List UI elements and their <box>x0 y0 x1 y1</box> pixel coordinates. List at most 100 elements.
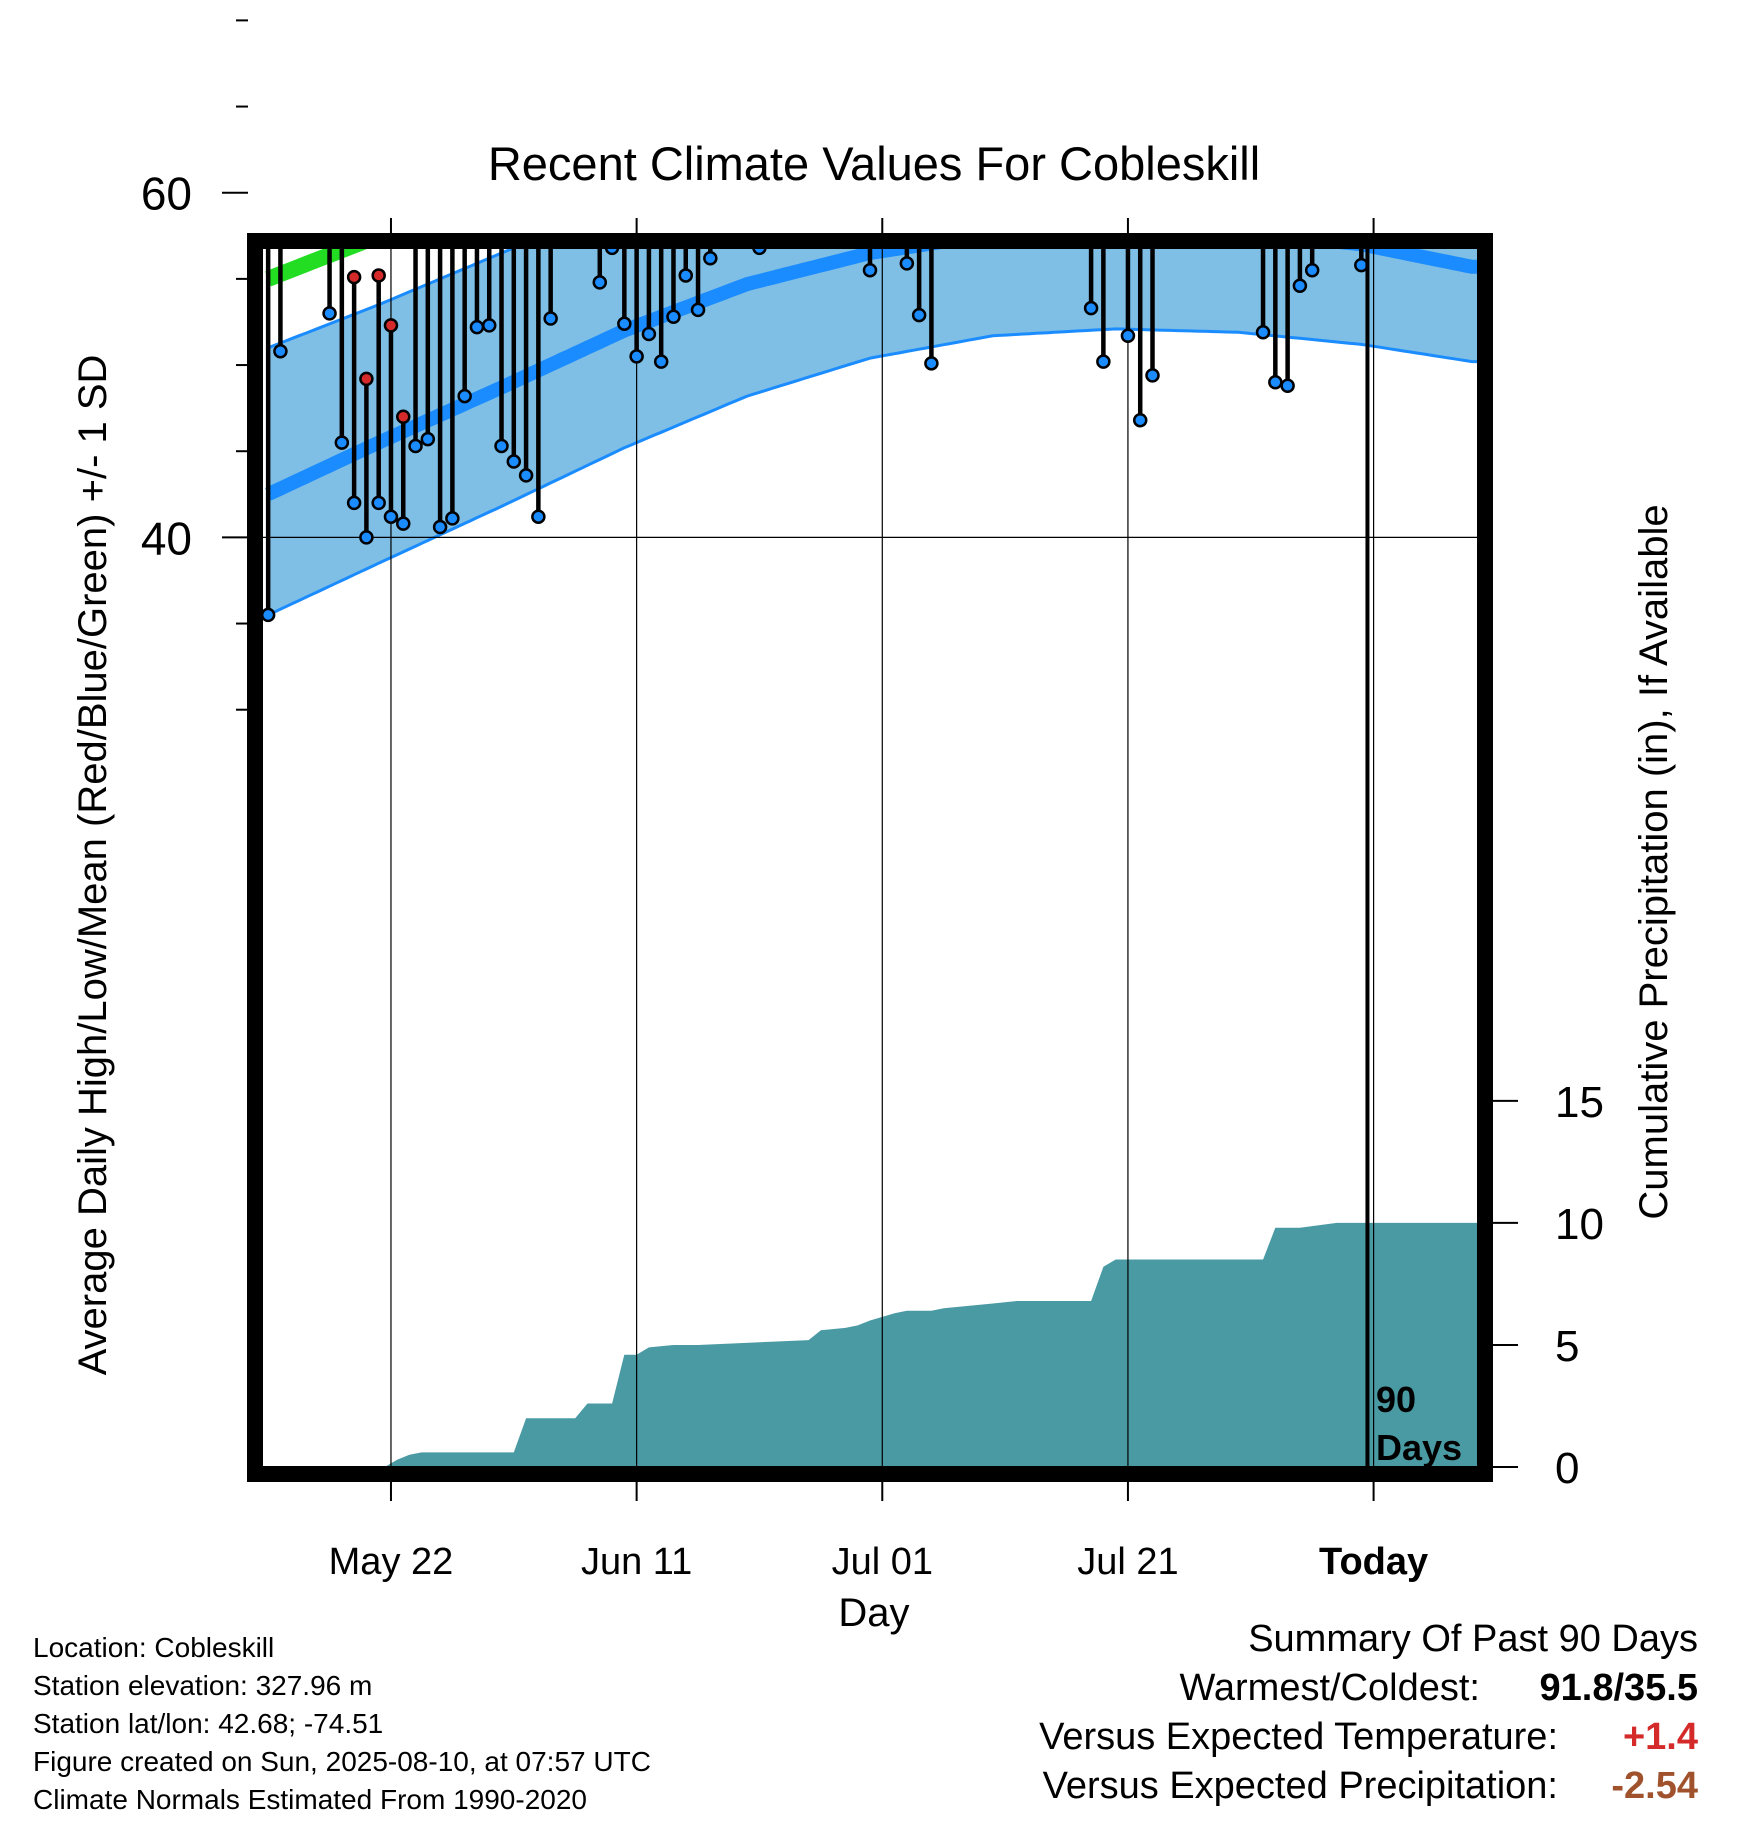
daily-low-point <box>778 16 790 28</box>
daily-low-point <box>617 316 632 331</box>
daily-low-point <box>543 311 558 326</box>
elevation-text: Station elevation: 327.96 m <box>33 1670 373 1701</box>
daily-high-point <box>422 214 434 226</box>
daily-low-point <box>641 326 657 342</box>
daily-low-point <box>1096 354 1111 369</box>
temp-value: +1.4 <box>1622 1716 1698 1758</box>
high-normal-line <box>268 0 1478 64</box>
marker-label-word: Days <box>1376 1427 1462 1468</box>
daily-low-point <box>311 211 323 223</box>
daily-low-point <box>852 209 864 221</box>
daily-low-point <box>273 344 288 359</box>
daily-low-point <box>1171 23 1183 35</box>
precip-area <box>262 1222 1478 1467</box>
daily-low-point <box>924 356 939 371</box>
daily-low-point <box>1268 375 1283 390</box>
x-tick-label: Jun 11 <box>581 1541 692 1583</box>
low-normal-line <box>265 248 1478 501</box>
daily-low-point <box>1304 263 1320 278</box>
daily-low-point <box>445 511 460 526</box>
created-text: Figure created on Sun, 2025-08-10, at 07… <box>33 1746 651 1777</box>
y2-tick-label: 15 <box>1555 1078 1604 1127</box>
daily-low-point <box>371 495 386 511</box>
daily-low-point <box>1292 278 1308 294</box>
marker-label-number: 90 <box>1376 1379 1416 1420</box>
precip-label: Versus Expected Precipitation: <box>1042 1765 1558 1807</box>
daily-low-point <box>729 123 741 135</box>
daily-low-point <box>938 75 950 87</box>
daily-low-point <box>678 268 694 283</box>
daily-low-point <box>703 250 718 266</box>
daily-low-point <box>383 509 399 524</box>
daily-low-point <box>531 509 546 524</box>
daily-low-point <box>457 388 472 404</box>
daily-low-point <box>359 530 374 545</box>
daily-low-point <box>581 206 593 218</box>
daily-low-point <box>506 454 522 469</box>
summary-title: Summary Of Past 90 Days <box>1248 1618 1698 1660</box>
plot-contents <box>262 0 1478 1467</box>
low-sd-band <box>268 248 1478 615</box>
daily-low-point <box>629 349 644 364</box>
daily-high-point <box>471 71 483 83</box>
daily-high-point <box>346 269 362 285</box>
daily-high-point <box>434 61 446 73</box>
warmest-coldest-value: 91.8/35.5 <box>1539 1667 1698 1709</box>
daily-low-point <box>975 118 987 130</box>
y-axis-label: Average Daily High/Low/Mean (Red/Blue/Gr… <box>71 355 115 1376</box>
normals-text: Climate Normals Estimated From 1990-2020 <box>33 1784 587 1815</box>
daily-low-point <box>557 121 569 133</box>
daily-low-point <box>287 218 299 230</box>
x-axis-label: Day <box>838 1591 909 1635</box>
daily-low-point <box>666 309 681 325</box>
daily-low-point <box>1159 87 1171 99</box>
daily-low-point <box>876 76 888 88</box>
daily-low-point <box>1036 45 1048 57</box>
precip-value: -2.54 <box>1611 1765 1698 1807</box>
daily-low-point <box>494 438 509 454</box>
x-tick-label: May 22 <box>329 1541 454 1583</box>
y2-axis-label: Cumulative Precipitation (in), If Availa… <box>1632 504 1676 1219</box>
x-tick-label: Jul 01 <box>832 1541 933 1583</box>
daily-high-point <box>371 268 386 283</box>
y2-tick-label: 0 <box>1555 1444 1579 1493</box>
daily-low-point <box>803 26 815 38</box>
daily-low-point <box>889 202 901 214</box>
daily-low-point <box>1280 378 1295 393</box>
daily-low-point <box>604 248 620 256</box>
daily-low-point <box>1024 73 1036 85</box>
daily-low-point <box>346 495 362 511</box>
daily-low-point <box>334 435 350 450</box>
daily-low-point <box>911 307 927 323</box>
daily-low-point <box>1011 52 1023 64</box>
daily-low-point <box>396 516 411 531</box>
daily-low-point <box>322 306 337 321</box>
daily-low-point <box>408 438 423 454</box>
daily-low-point <box>1208 87 1220 99</box>
plot-frame <box>247 233 1493 1482</box>
daily-high-point <box>336 197 348 209</box>
daily-low-point <box>766 52 778 64</box>
chart-title: Recent Climate Values For Cobleskill <box>488 137 1260 190</box>
daily-low-point <box>1318 202 1330 214</box>
daily-high-point <box>704 2 716 14</box>
daily-high-point <box>396 409 411 424</box>
daily-low-point <box>950 23 962 35</box>
daily-low-point <box>962 47 974 59</box>
daily-low-point <box>1220 102 1232 114</box>
daily-low-point <box>790 35 802 47</box>
y2-tick-label: 5 <box>1555 1322 1579 1371</box>
daily-low-point <box>862 263 878 278</box>
daily-high-point <box>815 0 827 4</box>
daily-low-point <box>432 519 448 535</box>
temp-label: Versus Expected Temperature: <box>1039 1716 1558 1758</box>
daily-low-point <box>469 319 485 335</box>
daily-low-point <box>1073 39 1085 51</box>
daily-low-point <box>1331 188 1343 200</box>
daily-high-point <box>827 7 839 19</box>
daily-high-point <box>383 318 399 333</box>
daily-high-point <box>287 88 299 100</box>
x-tick-label: Jul 21 <box>1077 1541 1178 1583</box>
x-tick-label: Today <box>1319 1541 1428 1583</box>
